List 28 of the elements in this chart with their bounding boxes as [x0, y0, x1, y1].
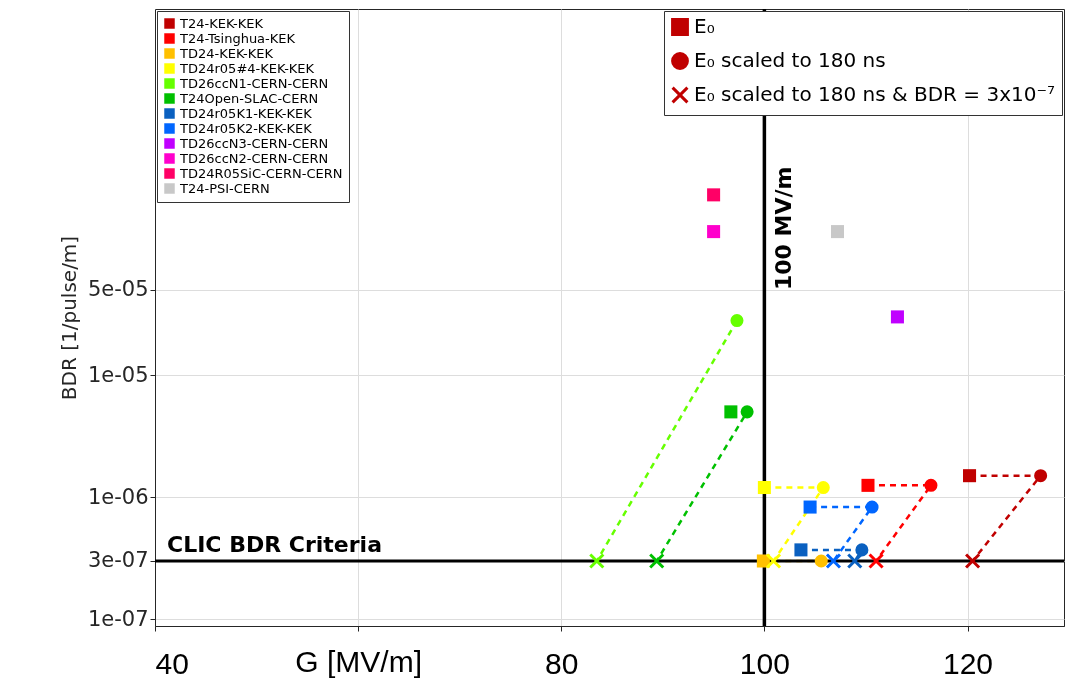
x-tick-label: 100 [739, 646, 790, 680]
y-tick-label: 1e-05 [87, 362, 149, 387]
x-tick-label: 120 [942, 646, 994, 680]
y-tick-label: 1e-07 [87, 606, 149, 631]
y-tick-label: 5e-05 [87, 277, 149, 302]
legend-label: TD24-KEK-KEK [179, 45, 274, 61]
legend-label: E₀ [694, 14, 715, 38]
legend-label: E₀ scaled to 180 ns & BDR = 3x10⁻⁷ [694, 82, 1056, 106]
legend-label: TD24R05SiC-CERN-CERN [179, 165, 343, 181]
legend-label: TD24r05K2-KEK-KEK [179, 120, 313, 136]
y-axis-title: BDR [1/pulse/m] [56, 235, 81, 401]
legend-label: T24Open-SLAC-CERN [179, 90, 319, 106]
y-tick-label: 3e-07 [87, 548, 149, 573]
y-tick-label: 1e-06 [87, 484, 149, 509]
legend-label: E₀ scaled to 180 ns [694, 48, 886, 72]
legend-label: TD26ccN2-CERN-CERN [179, 150, 329, 166]
legend-label: T24-PSI-CERN [179, 180, 270, 196]
legend-label: TD24r05#4-KEK-KEK [179, 60, 315, 76]
ref-line-label: CLIC BDR Criteria [167, 531, 382, 557]
legend-label: TD26ccN1-CERN-CERN [179, 75, 329, 91]
legend-label: TD26ccN3-CERN-CERN [179, 135, 329, 151]
x-axis-title: G [MV/m] [295, 644, 422, 678]
legend-label: T24-KEK-KEK [179, 15, 264, 31]
x-tick-label: 80 [545, 646, 579, 680]
x-tick-label: 40 [155, 646, 189, 680]
legend-label: TD24r05K1-KEK-KEK [179, 105, 313, 121]
legend-label: T24-Tsinghua-KEK [179, 30, 296, 46]
ref-line-label: 100 MV/m [771, 166, 797, 290]
